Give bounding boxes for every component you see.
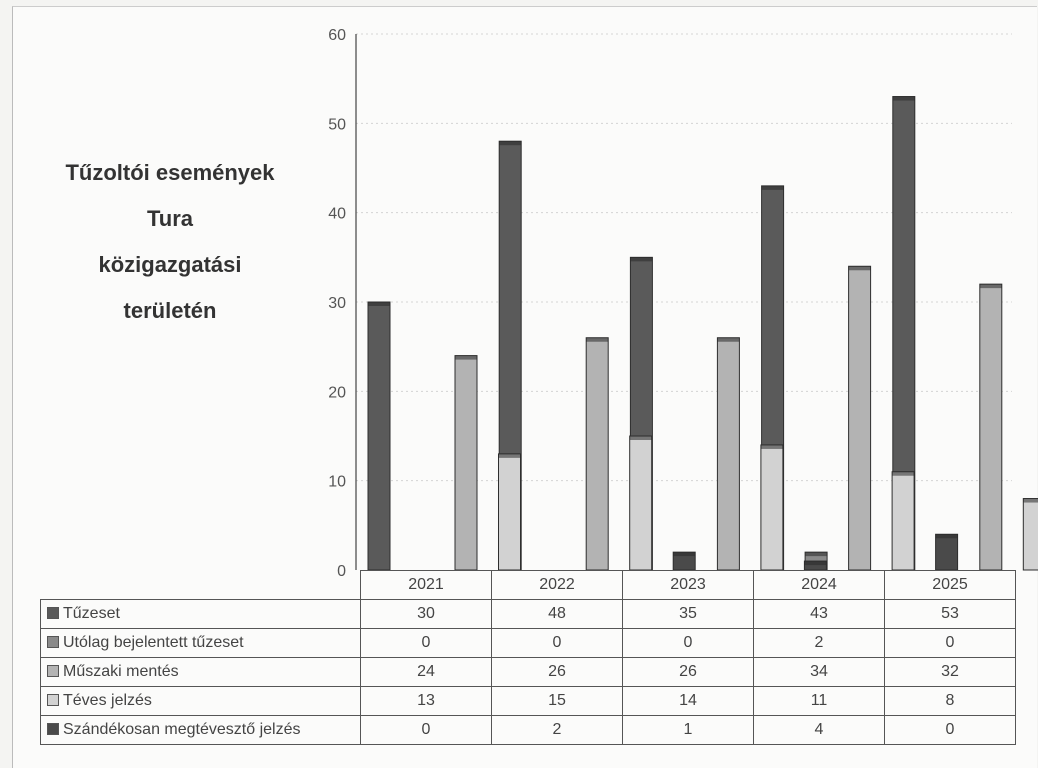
bar-cap <box>455 355 477 360</box>
bar-cap <box>673 552 696 557</box>
chart-title-line-1: Tűzoltói események <box>65 160 275 185</box>
data-cell: 53 <box>884 599 1016 629</box>
data-cell: 11 <box>753 686 885 716</box>
bar-cap <box>935 534 958 539</box>
data-cell: 0 <box>884 715 1016 745</box>
bar-cap <box>629 436 652 440</box>
y-tick-label: 0 <box>337 563 346 580</box>
bar-cap <box>499 141 522 146</box>
legend-label: Tűzeset <box>63 605 120 622</box>
data-cell: 0 <box>491 628 623 658</box>
legend-entry: Utólag bejelentett tűzeset <box>40 628 361 658</box>
data-table-row: Utólag bejelentett tűzeset 0 0 0 2 0 <box>40 628 1016 658</box>
bar-cap <box>586 337 609 342</box>
data-cell: 15 <box>491 686 623 716</box>
bar-cap <box>368 302 390 306</box>
chart-title-line-3: közigazgatási <box>98 252 242 277</box>
y-tick-label: 20 <box>328 384 346 401</box>
legend-swatch <box>47 723 59 735</box>
data-table-header-row: 2021 2022 2023 2024 2025 <box>41 570 1016 600</box>
data-cell: 2 <box>491 715 623 745</box>
bar <box>935 533 959 571</box>
category-label: 2024 <box>753 570 885 600</box>
legend-label: Téves jelzés <box>63 692 152 709</box>
chart-title-line-2: Tura <box>146 206 194 231</box>
data-table-row: Tűzeset 30 48 35 43 53 <box>40 599 1016 629</box>
bar-cap <box>848 266 871 271</box>
bar-cap <box>760 444 783 449</box>
data-table-row: Téves jelzés 13 15 14 11 8 <box>40 686 1016 716</box>
data-cell: 14 <box>622 686 754 716</box>
category-label: 2022 <box>491 570 623 600</box>
bar-cap <box>892 96 915 101</box>
bar-cap <box>761 185 784 190</box>
y-tick-label: 60 <box>328 27 346 44</box>
category-label: 2025 <box>884 570 1016 600</box>
bar <box>498 453 521 571</box>
data-cell: 48 <box>491 599 623 629</box>
legend-entry: Műszaki mentés <box>40 657 361 687</box>
bar <box>629 435 653 571</box>
data-table-row: Szándékosan megtévesztő jelzés 0 2 1 4 0 <box>40 715 1016 745</box>
data-cell: 24 <box>360 657 492 687</box>
legend-label: Műszaki mentés <box>63 663 179 680</box>
y-tick-label: 40 <box>328 206 346 223</box>
category-label: 2023 <box>622 570 754 600</box>
legend-label: Szándékosan megtévesztő jelzés <box>63 721 301 738</box>
data-cell: 13 <box>360 686 492 716</box>
bar-cap <box>717 337 740 342</box>
data-cell: 0 <box>622 628 754 658</box>
bar <box>1022 498 1038 571</box>
bar-cap <box>498 453 521 458</box>
legend-entry: Tűzeset <box>40 599 361 629</box>
legend-entry: Szándékosan megtévesztő jelzés <box>40 715 361 745</box>
legend-swatch <box>47 636 59 648</box>
category-label: 2021 <box>360 570 492 600</box>
bar-cap <box>630 257 653 262</box>
data-cell: 8 <box>884 686 1016 716</box>
data-cell: 32 <box>884 657 1016 687</box>
data-cell: 1 <box>622 715 754 745</box>
data-cell: 0 <box>360 715 492 745</box>
data-cell: 30 <box>360 599 492 629</box>
bar-cap <box>805 552 828 557</box>
legend-swatch <box>47 694 59 706</box>
data-cell: 0 <box>360 628 492 658</box>
bar <box>585 337 609 571</box>
data-table: 2021 2022 2023 2024 2025 Tűzeset 30 48 3… <box>40 570 1016 745</box>
bar <box>891 471 915 571</box>
data-cell: 43 <box>753 599 885 629</box>
data-cell: 26 <box>622 657 754 687</box>
bar-cap <box>892 471 915 476</box>
bar-cap <box>1023 498 1038 503</box>
legend-swatch <box>47 607 59 619</box>
bar <box>979 283 1003 571</box>
y-tick-label: 10 <box>328 474 346 491</box>
legend-label: Utólag bejelentett tűzeset <box>63 634 244 651</box>
data-cell: 4 <box>753 715 885 745</box>
legend-swatch <box>47 665 59 677</box>
data-cell: 2 <box>753 628 885 658</box>
bar <box>848 265 872 571</box>
data-cell: 35 <box>622 599 754 629</box>
bar-cap <box>804 561 827 566</box>
data-cell: 0 <box>884 628 1016 658</box>
bar <box>760 444 784 571</box>
data-cell: 26 <box>491 657 623 687</box>
bar <box>454 355 478 571</box>
legend-entry: Téves jelzés <box>40 686 361 716</box>
data-cell: 34 <box>753 657 885 687</box>
data-table-corner <box>41 571 361 600</box>
bar-cap <box>979 284 1002 289</box>
y-tick-label: 50 <box>328 116 346 133</box>
chart-title-line-4: területén <box>123 298 217 323</box>
data-table-row: Műszaki mentés 24 26 26 34 32 <box>40 657 1016 687</box>
bar <box>367 301 391 571</box>
y-tick-label: 30 <box>328 295 346 312</box>
chart-title: Tűzoltói események Tura közigazgatási te… <box>20 150 320 334</box>
bar <box>716 337 740 571</box>
